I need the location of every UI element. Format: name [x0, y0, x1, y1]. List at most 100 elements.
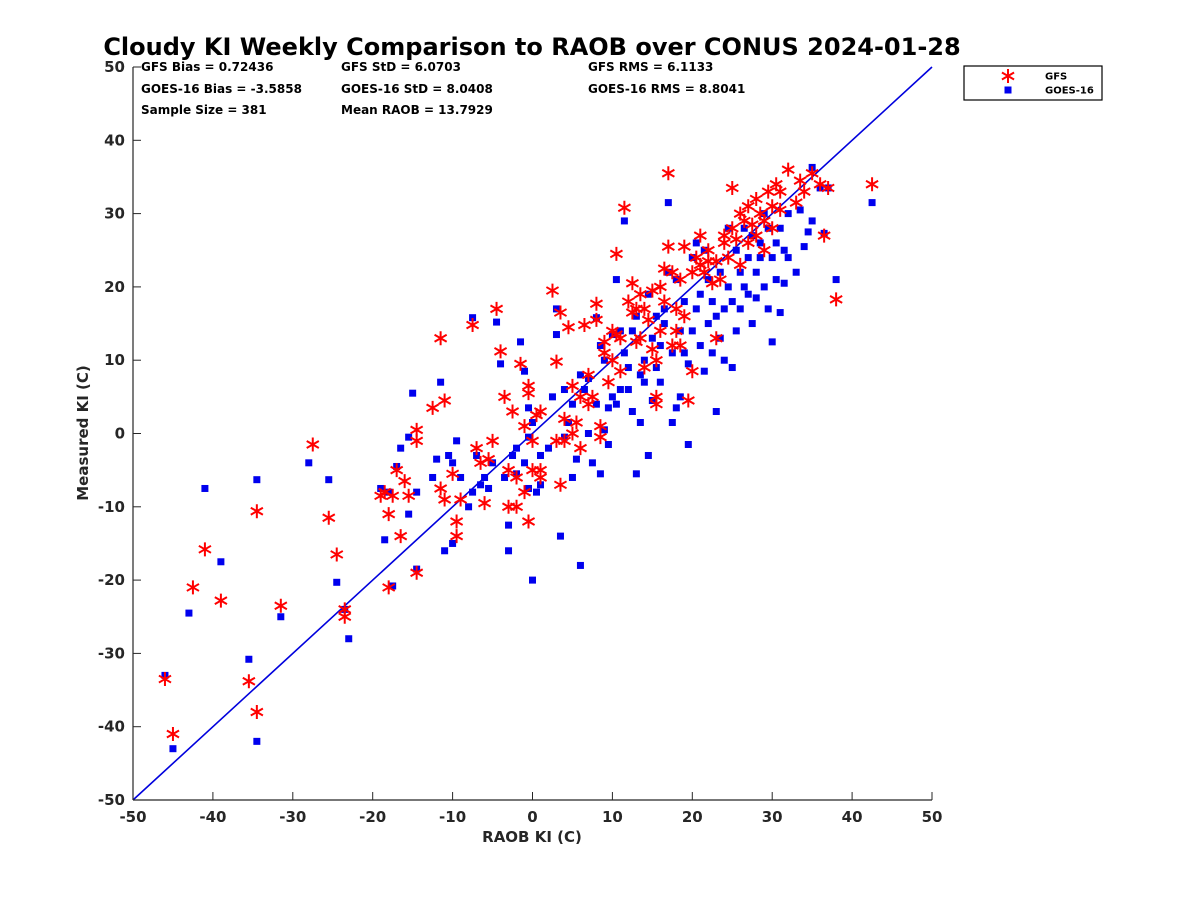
axes: -50 -40 -30 -20 -10 0 10 20 30 40 50 -50 -40 -30 -20 -1… — [98, 58, 943, 826]
data-point-asterisk — [438, 492, 452, 507]
data-point-square — [568, 400, 576, 408]
data-point-square — [728, 364, 736, 372]
data-point-square — [696, 290, 704, 298]
data-point-square — [644, 451, 652, 459]
data-point-square — [201, 484, 209, 492]
data-point-asterisk — [817, 228, 831, 243]
data-point-square — [768, 338, 776, 346]
data-point-asterisk — [382, 580, 396, 595]
data-point-square — [772, 239, 780, 247]
data-point-asterisk — [693, 228, 707, 243]
data-point-asterisk — [553, 477, 568, 492]
data-point-square — [485, 484, 493, 492]
data-point-square — [724, 224, 732, 232]
legend-label: GFS — [1045, 72, 1067, 83]
data-point-square — [345, 635, 353, 643]
data-point-asterisk — [601, 375, 615, 390]
data-point-asterisk — [533, 404, 548, 419]
data-point-square — [253, 476, 261, 484]
x-tick-label: -30 — [279, 808, 306, 826]
data-point-asterisk — [577, 318, 591, 333]
legend-label: GOES-16 — [1045, 86, 1094, 97]
data-point-square — [692, 305, 700, 313]
data-point-square — [656, 378, 664, 386]
data-point-square — [720, 305, 728, 313]
data-point-square — [556, 532, 564, 540]
chart-title: Cloudy KI Weekly Comparison to RAOB over… — [103, 33, 960, 61]
y-tick-label: 10 — [104, 351, 125, 369]
data-point-asterisk — [573, 389, 588, 404]
stat-text: GOES-16 Bias = -3.5858 — [141, 82, 302, 96]
data-point-asterisk — [609, 246, 623, 261]
data-point-asterisk — [517, 419, 532, 434]
data-point-square — [333, 578, 341, 586]
stats-annotations: GFS Bias = 0.72436 GFS StD = 6.0703 GFS RM… — [141, 60, 745, 117]
x-tick-label: 20 — [682, 808, 703, 826]
data-point-asterisk — [521, 514, 536, 529]
data-point-asterisk — [166, 727, 180, 742]
data-point-asterisk — [525, 433, 540, 448]
x-axis-label: RAOB KI (C) — [482, 828, 582, 846]
data-point-asterisk — [665, 338, 679, 353]
data-point-square — [477, 481, 485, 489]
data-point-asterisk — [549, 354, 564, 369]
data-point-asterisk — [426, 400, 440, 415]
y-tick-label: 30 — [104, 205, 125, 223]
data-point-asterisk — [741, 235, 755, 250]
data-point-asterisk — [214, 593, 228, 608]
data-point-asterisk — [765, 221, 779, 236]
data-point-square — [708, 349, 716, 357]
data-point-square — [632, 470, 640, 478]
data-point-square — [429, 473, 437, 481]
data-point-square — [708, 298, 716, 306]
x-tick-label: -20 — [359, 808, 386, 826]
data-point-square — [616, 386, 624, 394]
data-point-asterisk — [338, 609, 352, 624]
data-point-square — [668, 419, 676, 427]
data-point-square — [620, 349, 628, 357]
data-point-square — [548, 393, 556, 401]
data-point-asterisk — [633, 331, 647, 346]
data-point-square — [688, 254, 696, 262]
data-point-square — [616, 327, 624, 335]
data-point-asterisk — [410, 565, 424, 580]
data-point-square — [716, 268, 724, 276]
data-point-asterisk — [274, 598, 288, 613]
data-point-square — [720, 356, 728, 364]
data-point-asterisk — [641, 312, 655, 327]
stat-text: GOES-16 StD = 8.0408 — [341, 82, 493, 96]
data-point-square — [756, 254, 764, 262]
data-point-asterisk — [605, 353, 619, 368]
data-point-asterisk — [250, 705, 264, 720]
data-point-asterisk — [489, 301, 504, 316]
data-point-asterisk — [797, 184, 811, 199]
data-point-asterisk — [653, 323, 667, 338]
data-point-asterisk — [521, 386, 536, 401]
data-point-asterisk — [410, 433, 424, 448]
x-tick-label: 30 — [762, 808, 783, 826]
data-point-asterisk — [434, 481, 448, 496]
data-point-square — [536, 451, 544, 459]
data-point-square — [505, 521, 513, 529]
data-point-asterisk — [673, 272, 687, 287]
data-point-asterisk — [717, 228, 731, 243]
data-point-asterisk — [186, 580, 200, 595]
data-point-square — [584, 430, 592, 437]
legend-marker-asterisk — [1001, 69, 1015, 83]
data-point-asterisk — [306, 437, 320, 452]
data-point-square — [696, 342, 704, 350]
data-point-square — [704, 320, 712, 328]
data-point-square — [552, 305, 560, 313]
data-point-square — [560, 386, 568, 394]
data-point-square — [473, 451, 481, 459]
data-point-square — [752, 294, 760, 302]
data-point-square — [660, 305, 668, 313]
y-tick-label: -20 — [98, 571, 125, 589]
data-point-asterisk — [789, 195, 803, 210]
data-point-square — [529, 419, 536, 427]
series-gfs — [158, 162, 879, 742]
data-point-asterisk — [613, 364, 627, 379]
y-tick-label: -10 — [98, 498, 125, 516]
data-point-square — [525, 433, 533, 441]
